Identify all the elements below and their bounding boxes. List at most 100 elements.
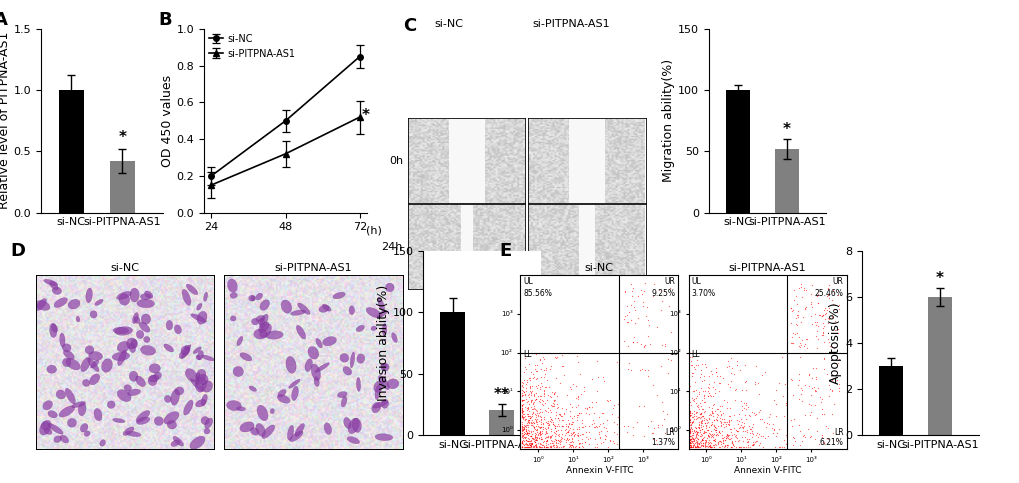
Point	[528, 416, 544, 424]
Point	[819, 319, 836, 327]
Ellipse shape	[375, 434, 392, 440]
Point	[519, 443, 535, 451]
Point	[703, 370, 719, 378]
Point	[705, 416, 721, 424]
Point	[682, 443, 698, 451]
Point	[800, 400, 816, 408]
Ellipse shape	[141, 294, 151, 299]
Point	[715, 418, 732, 426]
Point	[586, 435, 602, 442]
Point	[829, 302, 846, 310]
Point	[682, 361, 698, 369]
Point	[643, 429, 659, 437]
Point	[525, 390, 541, 398]
Point	[699, 440, 715, 448]
Point	[723, 443, 740, 451]
Point	[517, 422, 533, 430]
Point	[706, 424, 722, 431]
Point	[730, 427, 746, 435]
Point	[714, 409, 731, 416]
Point	[707, 368, 723, 375]
Point	[514, 431, 530, 439]
Point	[545, 390, 561, 398]
Point	[684, 441, 700, 449]
Point	[522, 396, 538, 404]
Point	[720, 420, 737, 428]
Point	[711, 438, 728, 445]
Point	[558, 435, 575, 443]
Point	[539, 417, 555, 425]
Point	[570, 436, 586, 443]
Point	[514, 379, 530, 386]
Point	[519, 417, 535, 425]
Point	[738, 401, 754, 409]
Point	[731, 443, 747, 451]
Ellipse shape	[205, 418, 213, 428]
Point	[541, 432, 557, 440]
Point	[536, 373, 552, 381]
Point	[518, 415, 534, 423]
Point	[566, 431, 582, 439]
Point	[583, 398, 599, 406]
Point	[527, 395, 543, 403]
Ellipse shape	[181, 345, 191, 358]
Point	[527, 433, 543, 440]
Text: si-PITPNA-AS1: si-PITPNA-AS1	[532, 19, 609, 29]
Point	[514, 433, 530, 441]
Point	[569, 352, 585, 359]
Point	[546, 424, 562, 431]
Point	[700, 387, 716, 395]
Point	[523, 440, 539, 448]
Ellipse shape	[239, 422, 254, 432]
Point	[830, 387, 847, 395]
Point	[730, 424, 746, 432]
Point	[819, 285, 836, 293]
Ellipse shape	[314, 377, 319, 386]
Point	[523, 432, 539, 440]
Point	[706, 440, 722, 448]
Point	[596, 435, 612, 443]
Point	[548, 436, 565, 443]
Point	[692, 367, 708, 374]
Point	[711, 402, 728, 410]
Ellipse shape	[373, 381, 383, 392]
Point	[515, 437, 531, 444]
Point	[719, 432, 736, 440]
Point	[577, 422, 593, 429]
Point	[736, 361, 752, 369]
Point	[726, 397, 742, 404]
Point	[523, 437, 539, 444]
Point	[620, 342, 636, 350]
Point	[686, 428, 702, 436]
Ellipse shape	[119, 294, 129, 305]
Point	[707, 369, 723, 376]
Point	[690, 421, 706, 428]
Point	[517, 443, 533, 451]
Point	[517, 380, 533, 387]
Point	[813, 439, 829, 446]
Point	[528, 367, 544, 375]
Point	[590, 422, 606, 430]
Point	[712, 438, 729, 445]
Point	[528, 395, 544, 403]
Ellipse shape	[129, 371, 138, 382]
Point	[737, 405, 753, 413]
Point	[636, 343, 652, 351]
Point	[526, 419, 542, 426]
Point	[533, 400, 549, 408]
Point	[519, 443, 535, 451]
Point	[589, 443, 605, 451]
Point	[528, 409, 544, 416]
Point	[712, 422, 729, 430]
Point	[721, 404, 738, 412]
Point	[751, 408, 767, 415]
Point	[529, 434, 545, 441]
Point	[542, 443, 558, 451]
Ellipse shape	[259, 314, 268, 328]
Point	[738, 428, 754, 436]
Ellipse shape	[36, 298, 47, 311]
Point	[708, 416, 725, 424]
Ellipse shape	[191, 314, 206, 322]
Point	[800, 371, 816, 379]
Point	[531, 443, 547, 451]
